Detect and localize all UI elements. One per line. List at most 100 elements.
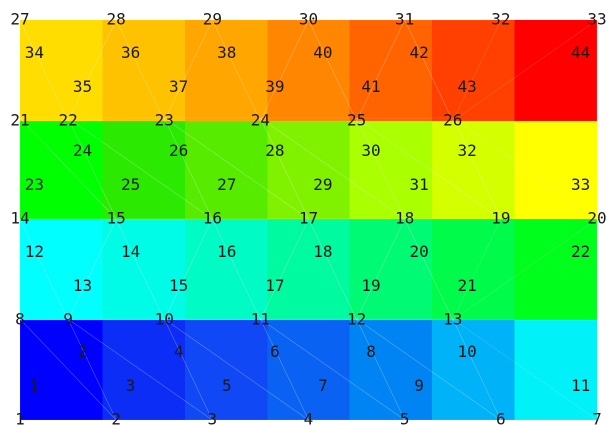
node-label: 26 bbox=[443, 111, 462, 130]
mesh-triangle bbox=[211, 19, 309, 122]
triangle-label: 43 bbox=[458, 77, 477, 96]
mesh-triangle bbox=[451, 19, 598, 122]
mesh-triangle bbox=[163, 318, 310, 421]
mesh-triangle bbox=[452, 117, 598, 220]
node-label: 14 bbox=[10, 209, 29, 228]
triangle-label: 22 bbox=[571, 242, 590, 261]
mesh-triangle bbox=[259, 117, 406, 220]
triangle-label: 31 bbox=[409, 175, 428, 194]
mesh-triangle bbox=[67, 19, 165, 122]
triangle-label: 10 bbox=[458, 342, 477, 361]
triangle-label: 35 bbox=[73, 77, 92, 96]
mesh-triangle bbox=[115, 218, 213, 321]
triangle-label: 20 bbox=[409, 242, 428, 261]
mesh-triangle bbox=[356, 19, 454, 122]
mesh-triangle bbox=[115, 19, 213, 122]
triangle-label: 23 bbox=[25, 175, 44, 194]
node-label: 4 bbox=[304, 410, 314, 426]
mesh-triangle bbox=[356, 218, 454, 321]
triangle-label: 15 bbox=[169, 276, 188, 295]
mesh-triangle bbox=[355, 318, 502, 421]
triangle-label: 34 bbox=[25, 43, 44, 62]
mesh-triangle bbox=[19, 318, 117, 421]
node-label: 8 bbox=[15, 310, 25, 329]
mesh-triangle bbox=[259, 19, 358, 122]
node-label: 28 bbox=[107, 10, 126, 29]
triangle-label: 11 bbox=[571, 376, 590, 395]
node-label: 19 bbox=[491, 209, 510, 228]
triangle-label: 27 bbox=[217, 175, 236, 194]
mesh-triangle bbox=[163, 19, 261, 122]
triangle-label: 30 bbox=[361, 141, 380, 160]
mesh-triangle bbox=[452, 318, 598, 421]
mesh-triangle bbox=[355, 117, 502, 220]
mesh-triangle bbox=[19, 19, 69, 122]
node-label: 13 bbox=[443, 310, 462, 329]
node-label: 5 bbox=[400, 410, 410, 426]
mesh-band bbox=[20, 319, 597, 420]
node-label: 10 bbox=[155, 310, 174, 329]
triangle-label: 9 bbox=[414, 376, 424, 395]
node-label: 7 bbox=[592, 410, 602, 426]
node-label: 17 bbox=[299, 209, 318, 228]
node-label: 32 bbox=[491, 10, 510, 29]
node-label: 16 bbox=[203, 209, 222, 228]
triangle-label: 14 bbox=[121, 242, 140, 261]
mesh-triangle bbox=[308, 218, 406, 321]
node-label: 6 bbox=[496, 410, 506, 426]
triangle-label: 24 bbox=[73, 141, 92, 160]
node-label: 18 bbox=[395, 209, 414, 228]
triangle-label: 32 bbox=[458, 141, 477, 160]
node-label: 9 bbox=[63, 310, 73, 329]
mesh-triangle bbox=[19, 117, 117, 220]
mesh-band bbox=[20, 219, 597, 320]
node-label: 3 bbox=[208, 410, 218, 426]
mesh-triangle bbox=[259, 218, 358, 321]
mesh-triangle bbox=[67, 117, 214, 220]
node-label: 2 bbox=[111, 410, 121, 426]
node-label: 29 bbox=[203, 10, 222, 29]
triangle-label: 28 bbox=[265, 141, 284, 160]
triangle-label: 4 bbox=[174, 342, 184, 361]
triangle-label: 42 bbox=[409, 43, 428, 62]
triangle-label: 7 bbox=[318, 376, 328, 395]
triangle-label: 3 bbox=[126, 376, 136, 395]
triangle-label: 33 bbox=[571, 175, 590, 194]
mesh-triangle bbox=[67, 318, 214, 421]
triangle-label: 13 bbox=[73, 276, 92, 295]
mesh-triangle bbox=[404, 19, 502, 122]
mesh-triangle bbox=[67, 117, 214, 220]
triangle-label: 8 bbox=[366, 342, 376, 361]
node-label: 11 bbox=[251, 310, 270, 329]
triangle-label: 18 bbox=[313, 242, 332, 261]
triangle-label: 12 bbox=[25, 242, 44, 261]
mesh-band bbox=[20, 118, 597, 219]
node-label: 27 bbox=[10, 10, 29, 29]
triangle-label: 2 bbox=[78, 342, 88, 361]
node-label: 31 bbox=[395, 10, 414, 29]
triangle-label: 36 bbox=[121, 43, 140, 62]
mesh-triangle bbox=[19, 19, 117, 122]
node-label: 15 bbox=[107, 209, 126, 228]
mesh-triangle bbox=[308, 19, 406, 122]
node-label: 30 bbox=[299, 10, 318, 29]
triangle-label: 21 bbox=[458, 276, 477, 295]
mesh-triangle bbox=[19, 117, 117, 220]
mesh-band bbox=[20, 20, 597, 121]
node-label: 33 bbox=[587, 10, 606, 29]
node-label: 23 bbox=[155, 111, 174, 130]
mesh-triangles bbox=[19, 19, 598, 421]
mesh-triangle bbox=[163, 117, 310, 220]
mesh-triangle bbox=[19, 218, 69, 321]
node-label: 24 bbox=[251, 111, 270, 130]
mesh-triangle bbox=[19, 318, 117, 421]
triangle-label: 19 bbox=[361, 276, 380, 295]
mesh-triangle bbox=[451, 218, 598, 321]
triangle-label: 40 bbox=[313, 43, 332, 62]
mesh-triangle bbox=[19, 218, 117, 321]
node-label: 1 bbox=[15, 410, 25, 426]
triangle-label: 29 bbox=[313, 175, 332, 194]
mesh-triangle bbox=[404, 218, 502, 321]
